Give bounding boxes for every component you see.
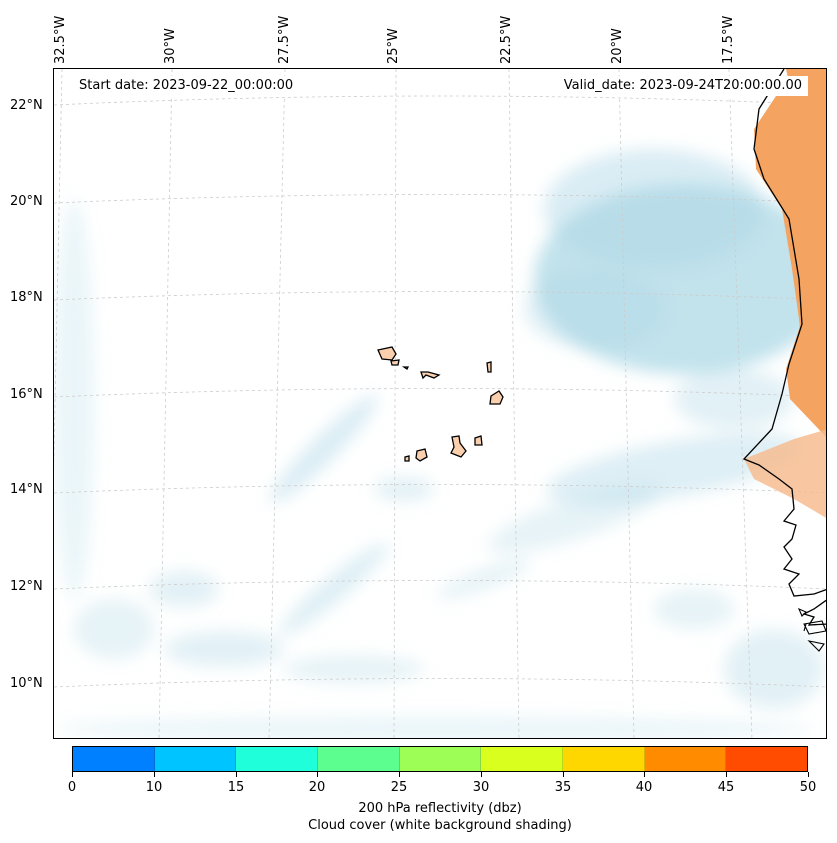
parallel-16n: [54, 388, 826, 398]
meridian-22-5w: [508, 69, 520, 738]
cloud-patch: [545, 433, 803, 505]
start-date-label: Start date: 2023-09-22_00:00:00: [73, 76, 300, 96]
africa-coast: [742, 69, 826, 652]
colorbar-tick-label: 0: [67, 780, 77, 795]
meridian-30w: [158, 69, 173, 738]
lat-label-20n: 20°N: [10, 194, 43, 209]
colorbar-tick-label: 35: [554, 780, 572, 795]
colorbar-tick: [808, 772, 809, 777]
cape-verde-islands: [377, 346, 504, 462]
island-sao-vicente: [390, 359, 400, 366]
colorbar-tick-label: 15: [227, 780, 245, 795]
cloud-patch: [436, 559, 532, 599]
map-panel: [53, 68, 827, 739]
land-reflectivity-shading-north: [754, 69, 826, 349]
cloud-patch: [544, 149, 764, 269]
valid-date-label: Valid_date: 2023-09-24T20:00:00.00: [557, 76, 808, 96]
meridian-20w: [618, 69, 635, 738]
lon-label-25w: 25°W: [386, 28, 401, 64]
cloud-patch: [674, 369, 794, 429]
cloud-patch: [724, 629, 824, 709]
lat-label-16n: 16°N: [10, 387, 43, 402]
colorbar-segment: [318, 747, 400, 771]
cloud-patch: [74, 599, 154, 659]
colorbar-tick: [481, 772, 482, 777]
colorbar-tick: [154, 772, 155, 777]
island-maio: [474, 435, 483, 446]
cloud-patch: [524, 269, 664, 349]
meridian-17-5w: [728, 69, 753, 738]
coastline-islands: [797, 607, 826, 652]
parallel-20n: [54, 194, 826, 204]
lat-label-12n: 12°N: [10, 579, 43, 594]
lon-label-27-5w: 27.5°W: [277, 15, 292, 64]
lat-label-14n: 14°N: [10, 482, 43, 497]
island-santiago: [450, 435, 467, 458]
cloud-patch: [374, 477, 434, 501]
lon-label-17-5w: 17.5°W: [721, 15, 736, 64]
meridian-27-5w: [268, 69, 286, 738]
cloud-cover-shading: [54, 149, 826, 738]
colorbar-tick: [563, 772, 564, 777]
colorbar-tick-label: 25: [390, 780, 408, 795]
cloud-patch: [654, 589, 734, 629]
cloud-patch: [488, 485, 660, 553]
island-sao-nicolau: [420, 371, 441, 380]
cloud-patch: [270, 395, 378, 503]
island-boa-vista: [489, 390, 504, 405]
map-canvas: [54, 69, 826, 738]
parallel-22n: [54, 95, 826, 106]
colorbar-tick-label: 45: [717, 780, 735, 795]
graticule: [54, 69, 826, 738]
colorbar-tick: [72, 772, 73, 777]
cloud-patch: [54, 199, 94, 599]
cloud-patch: [54, 717, 814, 738]
colorbar-tick: [236, 772, 237, 777]
colorbar-tick: [399, 772, 400, 777]
colorbar-segment: [73, 747, 155, 771]
island-brava: [404, 455, 410, 462]
reflectivity-colorbar: [72, 746, 808, 772]
colorbar-tick-label: 20: [308, 780, 326, 795]
parallel-12n: [54, 580, 826, 590]
parallel-10n: [54, 678, 826, 688]
colorbar-tick-label: 50: [799, 780, 817, 795]
lon-label-32-5w: 32.5°W: [53, 15, 68, 64]
lat-label-22n: 22°N: [10, 98, 43, 113]
colorbar-segment: [154, 747, 237, 771]
colorbar-segment: [726, 747, 808, 771]
colorbar-tick: [644, 772, 645, 777]
coastline: [742, 69, 826, 597]
colorbar-tick-label: 40: [635, 780, 653, 795]
land-reflectivity-shading-south: [744, 429, 826, 518]
parallel-14n: [54, 484, 826, 494]
cloud-patch: [279, 543, 389, 635]
lon-label-20w: 20°W: [610, 28, 625, 64]
meridian-25w: [393, 69, 397, 738]
lat-label-10n: 10°N: [10, 676, 43, 691]
colorbar-tick: [317, 772, 318, 777]
lon-label-30w: 30°W: [163, 28, 178, 64]
colorbar-segment: [481, 747, 564, 771]
island-santo-antao: [377, 346, 397, 361]
cloud-patch: [284, 655, 424, 683]
parallel-18n: [54, 291, 826, 301]
lat-label-18n: 18°N: [10, 290, 43, 305]
colorbar-segment: [236, 747, 319, 771]
island-santa-luzia: [401, 366, 410, 370]
island-fogo: [415, 448, 428, 462]
cloud-patch: [164, 631, 284, 667]
colorbar-tick: [726, 772, 727, 777]
lon-label-22-5w: 22.5°W: [499, 15, 514, 64]
colorbar-label: 200 hPa reflectivity (dbz): [358, 801, 522, 816]
colorbar-tick-label: 30: [472, 780, 490, 795]
colorbar-tick-label: 10: [145, 780, 163, 795]
island-sal: [486, 361, 492, 373]
colorbar-segment: [563, 747, 645, 771]
coastline-south: [802, 599, 826, 626]
cloud-patch: [149, 571, 219, 607]
colorbar-segment: [399, 747, 482, 771]
colorbar-sublabel: Cloud cover (white background shading): [308, 818, 572, 833]
colorbar-segment: [644, 747, 727, 771]
